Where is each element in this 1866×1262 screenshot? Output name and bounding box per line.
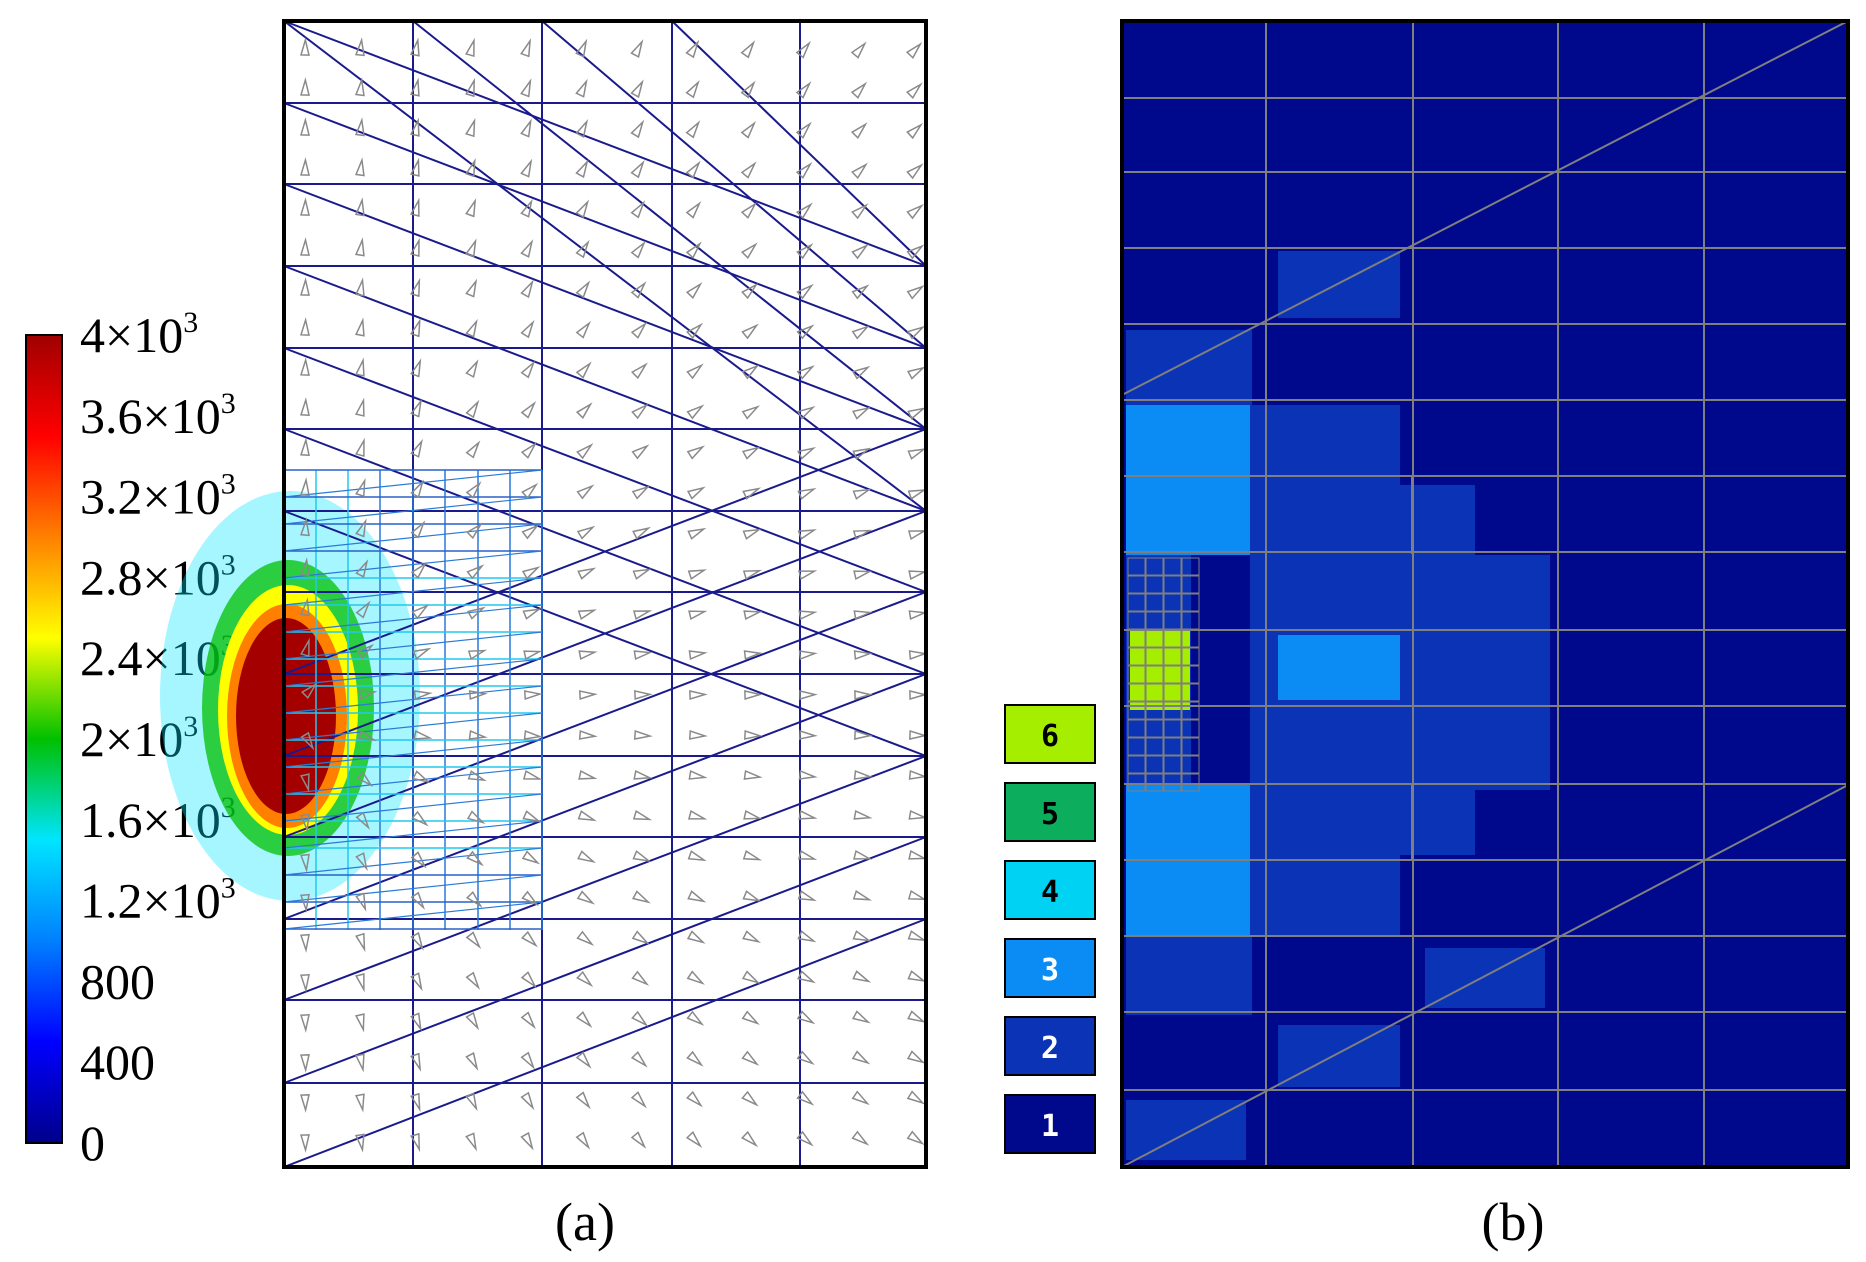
- level-subcell: [1127, 683, 1146, 702]
- level-subcell: [1163, 557, 1182, 576]
- level-subcell: [1127, 647, 1146, 666]
- level-subcell: [1163, 593, 1182, 612]
- level-subcell: [1181, 557, 1200, 576]
- legend-item-level-6: 6: [1004, 704, 1096, 764]
- refined-mesh-lines: [283, 469, 543, 930]
- colorbar-tick-label: 2×103: [80, 710, 198, 767]
- legend-item-level-1: 1: [1004, 1094, 1096, 1154]
- level-subcell: [1163, 773, 1182, 792]
- level-subcell: [1181, 647, 1200, 666]
- level-subcell: [1181, 719, 1200, 738]
- legend-label: 3: [1041, 953, 1059, 988]
- level-subcell: [1145, 575, 1164, 594]
- level-grid: [1121, 20, 1849, 1168]
- panel-b: 6 5 4 3 2 1 (b): [1004, 19, 1850, 1252]
- legend-swatch: [1004, 704, 1096, 764]
- caption-b: (b): [1482, 1192, 1545, 1252]
- level-subcell: [1145, 557, 1164, 576]
- level-cell: [1278, 635, 1400, 700]
- colorbar-tick-label: 3.6×103: [80, 387, 236, 444]
- level-plot-border: [1120, 19, 1850, 1169]
- level-subcell: [1145, 719, 1164, 738]
- legend-swatch: [1004, 1094, 1096, 1154]
- legend-label: 5: [1041, 797, 1059, 832]
- legend-item-level-2: 2: [1004, 1016, 1096, 1076]
- level-subcell: [1163, 701, 1182, 720]
- level-cells: [1126, 251, 1550, 1160]
- level-legend: 6 5 4 3 2 1: [1004, 704, 1096, 1154]
- level-subcell: [1145, 593, 1164, 612]
- mesh-border: [282, 19, 928, 1169]
- legend-item-level-4: 4: [1004, 860, 1096, 920]
- level-subcell: [1145, 683, 1164, 702]
- level-cell: [1126, 330, 1252, 410]
- legend-item-level-5: 5: [1004, 782, 1096, 842]
- legend-swatch: [1004, 860, 1096, 920]
- level-subcell: [1127, 755, 1146, 774]
- velocity-arrows: [299, 37, 928, 1153]
- level-subcell: [1145, 773, 1164, 792]
- panel-a: 4×1033.6×1033.2×1032.8×1032.4×1032×1031.…: [25, 19, 928, 1252]
- level-cell: [1126, 935, 1252, 1015]
- legend-label: 2: [1041, 1031, 1059, 1066]
- colorbar-tick-label: 0: [80, 1115, 105, 1171]
- colorbar-tick-label: 4×103: [80, 306, 198, 363]
- level-plot: [1120, 19, 1850, 1169]
- level-subcell: [1127, 719, 1146, 738]
- level-subcell: [1181, 575, 1200, 594]
- level-subcell: [1127, 665, 1146, 684]
- colorbar-tick-label: 400: [80, 1034, 155, 1090]
- legend-label: 4: [1041, 875, 1059, 910]
- level-subcell: [1145, 665, 1164, 684]
- level-subcell: [1163, 683, 1182, 702]
- level-subcell: [1163, 575, 1182, 594]
- level-subcell: [1145, 647, 1164, 666]
- level-cell: [1126, 1100, 1246, 1160]
- level-subcell: [1181, 593, 1200, 612]
- legend-item-level-3: 3: [1004, 938, 1096, 998]
- level-subcell: [1127, 593, 1146, 612]
- level-subcell: [1127, 557, 1146, 576]
- field-hotspot: [160, 491, 420, 901]
- level-cell: [1130, 630, 1190, 710]
- level-subcell: [1127, 575, 1146, 594]
- level-subcell: [1163, 719, 1182, 738]
- level-cell: [1126, 405, 1252, 555]
- level-subcell: [1127, 701, 1146, 720]
- level-subcell: [1145, 701, 1164, 720]
- level-subcell: [1163, 755, 1182, 774]
- level-subcell: [1181, 755, 1200, 774]
- colorbar-tick-label: 3.2×103: [80, 468, 236, 525]
- level-subcell: [1181, 701, 1200, 720]
- legend-swatch: [1004, 782, 1096, 842]
- level-subcell: [1163, 647, 1182, 666]
- colorbar-tick-label: 1.6×103: [80, 791, 236, 848]
- level-subcell: [1181, 683, 1200, 702]
- colorbar-tick-label: 1.2×103: [80, 872, 236, 929]
- level-subcell: [1181, 665, 1200, 684]
- level-subcell: [1181, 737, 1200, 756]
- legend-label: 6: [1041, 719, 1059, 754]
- caption-a: (a): [555, 1192, 615, 1252]
- level-subcell: [1181, 773, 1200, 792]
- colorbar: [25, 334, 63, 1144]
- level-subcell: [1145, 737, 1164, 756]
- legend-swatch: [1004, 938, 1096, 998]
- mesh-plot: [160, 19, 928, 1169]
- level-subcell: [1127, 773, 1146, 792]
- colorbar-tick-label: 2.8×103: [80, 548, 236, 605]
- mesh-lines: [283, 20, 927, 1168]
- legend-label: 1: [1041, 1109, 1059, 1144]
- level-subcell: [1127, 737, 1146, 756]
- legend-swatch: [1004, 1016, 1096, 1076]
- level-cell: [1250, 405, 1400, 555]
- level-subcell: [1163, 737, 1182, 756]
- level-subcell: [1145, 755, 1164, 774]
- level-cell: [1278, 1025, 1400, 1087]
- level-subcell: [1163, 665, 1182, 684]
- colorbar-tick-label: 800: [80, 953, 155, 1009]
